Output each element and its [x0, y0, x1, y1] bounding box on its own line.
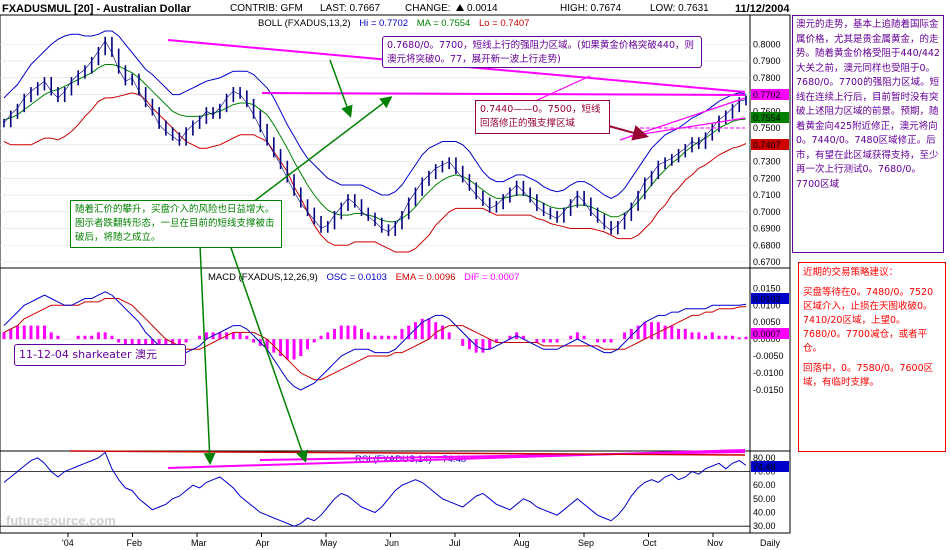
- rsi-trend-2: [259, 451, 746, 461]
- boll-lo-line: [3, 92, 747, 253]
- macd-tick-label: 0.0150: [753, 283, 781, 293]
- trend-note: 澳元的走势，基本上追随着国际金属价格，尤其是贵金属黄金，的走势。随着黄金价格受阻…: [792, 15, 944, 253]
- month-label: May: [320, 538, 338, 548]
- boll-lo-legend: Lo = 0.7407: [479, 18, 529, 29]
- axis-layer: 0.80000.79000.78000.77000.76000.75000.74…: [62, 39, 784, 548]
- month-label: Jun: [385, 538, 400, 548]
- rsi-panel: [0, 450, 791, 534]
- strategy-title: 近期的交易策略建议：: [803, 267, 899, 278]
- price-tick-label: 0.7800: [753, 73, 781, 83]
- rsi-tick-label: 40.00: [753, 508, 776, 518]
- author-label: 11-12-04 sharkeater 澳元: [14, 344, 186, 366]
- rsi-tick-label: 60.00: [753, 480, 776, 490]
- month-label: Mar: [191, 538, 207, 548]
- price-tick-label: 0.6800: [753, 240, 781, 250]
- month-label: Oct: [643, 538, 658, 548]
- low-label: LOW: 0.7631: [650, 3, 709, 14]
- macd-tick-label: 0.0050: [753, 317, 781, 327]
- price-badges: 0.7702 0.7554 0.7407 0.0103 0.0007 74.48: [751, 89, 789, 472]
- price-tick-label: 0.6900: [753, 224, 781, 234]
- badge-rsi-text: 74.48: [753, 462, 776, 472]
- badge-dif-text: 0.0007: [753, 329, 781, 339]
- macd-tick-label: -0.0050: [753, 351, 784, 361]
- badge-hi-text: 0.7702: [753, 90, 781, 100]
- rsi-tick-label: 50.00: [753, 494, 776, 504]
- boll-ma-legend: MA = 0.7554: [417, 18, 471, 29]
- macd-tick-label: 0.0000: [753, 334, 781, 344]
- watermark: futuresource.com: [6, 513, 116, 528]
- month-label: '04: [62, 538, 74, 548]
- rsi-tick-label: 80.00: [753, 453, 776, 463]
- boll-hi-line: [3, 30, 747, 199]
- price-close-line: [3, 40, 747, 233]
- month-label: Jul: [449, 538, 461, 548]
- badge-lo-text: 0.7407: [753, 140, 781, 150]
- macd-osc-legend: OSC = 0.0103: [326, 272, 386, 283]
- change-value: 0.0014: [467, 3, 498, 14]
- macd-tick-label: 0.0100: [753, 300, 781, 310]
- symbol-title: FXADUSMUL [20] - Australian Dollar: [2, 3, 192, 15]
- month-label: Aug: [514, 538, 530, 548]
- badge-dif: [751, 328, 789, 339]
- arrow-to-trend: [329, 59, 353, 118]
- month-label: Apr: [256, 538, 270, 548]
- price-tick-label: 0.6700: [753, 257, 781, 267]
- strategy-body: 买盘等待在0。7480/0。7520区域介入，止损在天图收破0。7410/20区…: [803, 287, 934, 354]
- month-label: Feb: [127, 538, 143, 548]
- badge-osc-text: 0.0103: [753, 294, 781, 304]
- macd-tick-label: -0.0100: [753, 368, 784, 378]
- contrib-label: CONTRIB: GFM: [230, 3, 303, 14]
- badge-ma-text: 0.7554: [753, 113, 781, 123]
- arrow-to-resistance: [239, 96, 393, 213]
- header-bar: FXADUSMUL [20] - Australian Dollar CONTR…: [0, 0, 950, 15]
- price-tick-label: 0.7000: [753, 207, 781, 217]
- strategy-body-2: 回落中，0。7580/0。7600区域，有临时支撑。: [803, 363, 934, 388]
- month-label: Nov: [707, 538, 724, 548]
- macd-title-name: MACD (FXADUS,12,26,9): [208, 272, 318, 283]
- boll-title: BOLL (FXADUS,13,2) Hi = 0.7702 MA = 0.75…: [258, 18, 529, 29]
- price-tick-label: 0.7200: [753, 173, 781, 183]
- arrow-to-rsi-1: [199, 244, 216, 465]
- macd-osc-line: [3, 291, 747, 391]
- support-zone-note: 0.7440——0。7500，短线回落修正的强支撑区域: [475, 100, 610, 134]
- macd-ema-line: [3, 298, 747, 381]
- macd-dif-legend: DIF = 0.0007: [464, 272, 519, 283]
- breakout-note: 随着汇价的攀升，买盘介入的风险也日益增大。图示者跌翻转形态，一旦在目前的短线支撑…: [70, 200, 282, 248]
- price-tick-label: 0.8000: [753, 39, 781, 49]
- change-up-icon: [456, 4, 464, 11]
- high-label: HIGH: 0.7674: [560, 3, 622, 14]
- macd-ema-legend: EMA = 0.0096: [396, 272, 456, 283]
- res-zone-note: 0.7680/0。7700，短线上行的强阻力区域。(如果黄金价格突破440，则澳…: [382, 36, 702, 68]
- chart-date: 11/12/2004: [735, 3, 790, 15]
- arrow-to-support-zone: [604, 124, 649, 141]
- rsi-upper-guide: [69, 450, 746, 456]
- price-tick-label: 0.7900: [753, 56, 781, 66]
- boll-title-name: BOLL (FXADUS,13,2): [258, 18, 351, 29]
- price-tick-label: 0.7100: [753, 190, 781, 200]
- annotation-arrows: [199, 59, 649, 465]
- arrow-to-rsi-2: [229, 244, 308, 463]
- badge-lo: [751, 139, 789, 150]
- rsi-tick-label: 30.00: [753, 521, 776, 531]
- price-tick-label: 0.7600: [753, 106, 781, 116]
- badge-ma: [751, 112, 789, 123]
- month-label: Sep: [578, 538, 594, 548]
- price-tick-label: 0.7300: [753, 157, 781, 167]
- last-label: LAST: 0.7667: [320, 3, 380, 14]
- price-tick-label: 0.7500: [753, 123, 781, 133]
- badge-rsi: [751, 461, 789, 472]
- rsi-line: [3, 451, 747, 527]
- badge-hi: [751, 89, 789, 100]
- badge-osc: [751, 293, 789, 304]
- change-label: CHANGE:: [405, 3, 451, 14]
- boll-hi-legend: Hi = 0.7702: [359, 18, 408, 29]
- strategy-note: 近期的交易策略建议： 买盘等待在0。7480/0。7520区域介入，止损在天图收…: [798, 262, 946, 452]
- channel-mid-line: [629, 117, 746, 137]
- macd-tick-label: -0.0150: [753, 385, 784, 395]
- macd-title: MACD (FXADUS,12,26,9) OSC = 0.0103 EMA =…: [208, 272, 519, 283]
- month-label: Daily: [760, 538, 781, 548]
